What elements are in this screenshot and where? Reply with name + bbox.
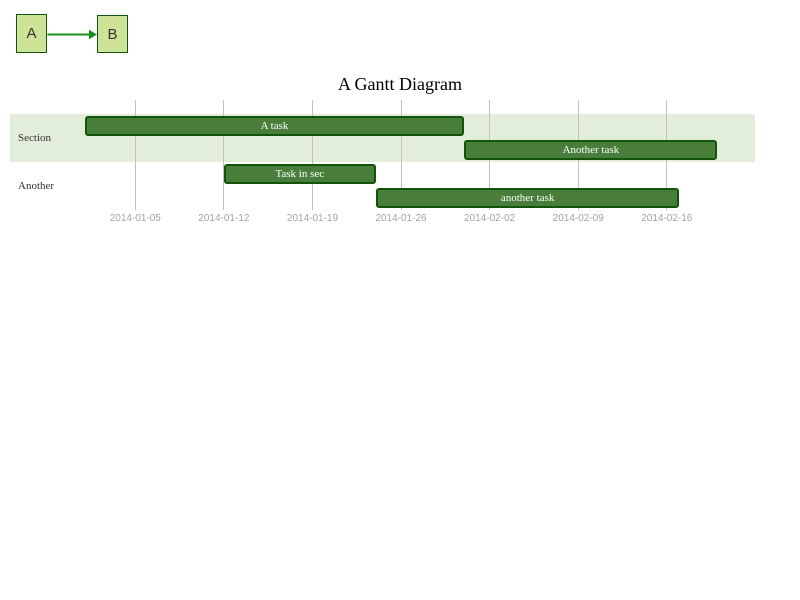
task-bar-label: A task [260, 119, 289, 132]
grid-line [134, 100, 136, 210]
grid-line [223, 100, 225, 210]
flowchart-arrow [47, 29, 97, 40]
axis-tick-label: 2014-01-05 [109, 213, 161, 224]
task-bar: another task [375, 188, 680, 208]
arrowhead-icon [89, 29, 97, 40]
axis-tick-label: 2014-01-19 [286, 213, 339, 224]
task-bar-label: Task in sec [275, 167, 325, 180]
task-bar: A task [84, 116, 465, 136]
task-bar-label: another task [500, 191, 555, 204]
axis-tick-label: 2014-02-02 [464, 213, 516, 224]
section-label: Section [18, 132, 51, 144]
grid-line [311, 100, 313, 210]
task-bar: Task in sec [223, 164, 376, 184]
flowchart-node-a: A [16, 14, 47, 53]
axis-tick-label: 2014-02-16 [641, 213, 693, 224]
axis-tick-label: 2014-01-26 [375, 213, 427, 224]
task-bar-label: Another task [562, 143, 620, 156]
grid-line [400, 100, 402, 210]
section-label: Another [18, 180, 55, 192]
flowchart-node-b: B [97, 15, 128, 53]
axis-tick-label: 2014-01-12 [198, 213, 250, 224]
task-bar: Another task [464, 140, 718, 160]
flowchart: A B [0, 0, 160, 70]
gantt-title: A Gantt Diagram [338, 74, 462, 94]
axis-tick-label: 2014-02-09 [552, 213, 604, 224]
gantt-chart: A Gantt Diagram 2014-01-05 2014-01-12 2014… [0, 0, 800, 240]
